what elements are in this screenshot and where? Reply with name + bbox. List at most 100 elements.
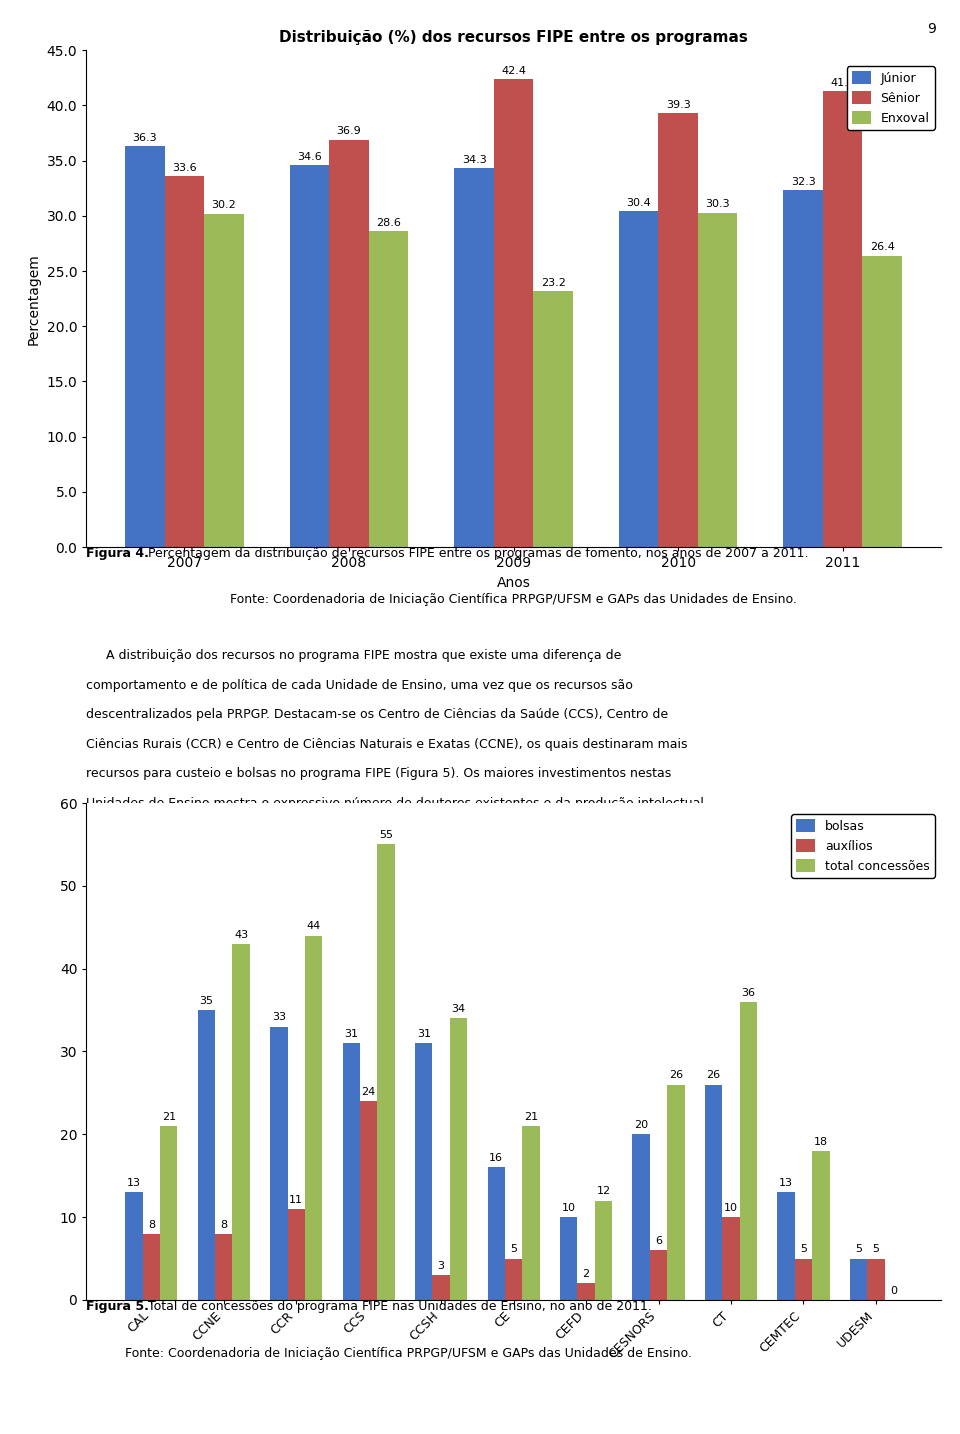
Bar (343, 1043, 360, 1299)
Bar (619, 211, 659, 546)
Bar (305, 935, 323, 1299)
Bar (125, 146, 165, 546)
Bar (705, 1084, 722, 1299)
Text: 5: 5 (855, 1245, 862, 1255)
Legend: Júnior, Sênior, Enxoval: Júnior, Sênior, Enxoval (847, 66, 934, 129)
Bar (270, 1027, 288, 1299)
Text: 11: 11 (289, 1195, 303, 1205)
Bar (369, 231, 408, 546)
Text: 3: 3 (438, 1260, 444, 1271)
Legend: bolsas, auxílios, total concessões: bolsas, auxílios, total concessões (791, 815, 934, 878)
Text: 36.9: 36.9 (337, 126, 361, 136)
Text: 6: 6 (655, 1236, 662, 1246)
Bar (812, 1152, 829, 1299)
Text: Figura 5.: Figura 5. (86, 1299, 149, 1314)
Text: favorecida pela maturidade da pós-graduação, cujos reflexos influem positivament: favorecida pela maturidade da pós-gradua… (86, 826, 664, 839)
Bar (698, 212, 737, 546)
Text: 8: 8 (220, 1219, 228, 1229)
Text: 44: 44 (306, 922, 321, 932)
Text: descentralizados pela PRPGP. Destacam-se os Centro de Ciências da Saúde (CCS), C: descentralizados pela PRPGP. Destacam-se… (86, 708, 668, 721)
Title: Distribuição (%) dos recursos FIPE entre os programas: Distribuição (%) dos recursos FIPE entre… (279, 30, 748, 44)
Bar (850, 1259, 867, 1299)
Bar (198, 1010, 215, 1299)
Text: A distribuição dos recursos no programa FIPE mostra que existe uma diferença de: A distribuição dos recursos no programa … (86, 650, 622, 663)
Text: comportamento e de política de cada Unidade de Ensino, uma vez que os recursos s: comportamento e de política de cada Unid… (86, 678, 634, 691)
Text: 16: 16 (490, 1153, 503, 1163)
Bar (823, 90, 862, 546)
Text: 26: 26 (707, 1070, 721, 1080)
Text: 33.6: 33.6 (172, 162, 197, 172)
Text: Total de concessões do programa FIPE nas Unidades de Ensino, no ano de 2011.: Total de concessões do programa FIPE nas… (145, 1299, 653, 1314)
Text: 30.2: 30.2 (211, 201, 236, 211)
Text: 36: 36 (741, 988, 756, 998)
Text: 13: 13 (127, 1179, 141, 1189)
Bar (488, 1167, 505, 1299)
Text: recursos para custeio e bolsas no programa FIPE (Figura 5). Os maiores investime: recursos para custeio e bolsas no progra… (86, 767, 672, 780)
Text: 28.6: 28.6 (376, 218, 401, 228)
Bar (125, 1192, 143, 1299)
Bar (204, 214, 244, 546)
Text: 5: 5 (800, 1245, 807, 1255)
Bar (493, 79, 534, 546)
Bar (722, 1217, 739, 1299)
Text: 18: 18 (814, 1137, 828, 1147)
Bar (415, 1043, 432, 1299)
Bar (290, 165, 329, 546)
Bar (595, 1200, 612, 1299)
Text: 32.3: 32.3 (791, 178, 816, 186)
Bar (650, 1250, 667, 1299)
Text: 2: 2 (583, 1269, 589, 1279)
Text: Unidades de Ensino mostra o expressivo número de doutores existentes e da produç: Unidades de Ensino mostra o expressivo n… (86, 797, 708, 810)
Bar (534, 291, 573, 546)
Text: 34: 34 (451, 1004, 466, 1014)
Text: 26: 26 (669, 1070, 683, 1080)
Bar (160, 1126, 178, 1299)
Text: 30.4: 30.4 (626, 198, 651, 208)
Text: 5: 5 (510, 1245, 517, 1255)
Bar (783, 191, 823, 546)
Text: 12: 12 (596, 1186, 611, 1196)
Bar (454, 168, 493, 546)
Text: 21: 21 (161, 1111, 176, 1121)
Text: 39.3: 39.3 (666, 100, 690, 110)
Bar (143, 1233, 160, 1299)
Text: 43: 43 (234, 929, 249, 939)
Text: 33: 33 (272, 1012, 286, 1022)
Text: 31: 31 (417, 1030, 431, 1040)
Bar (360, 1101, 377, 1299)
Text: 41.3: 41.3 (830, 77, 855, 87)
Text: 10: 10 (724, 1203, 738, 1213)
Y-axis label: Percentagem: Percentagem (27, 252, 41, 344)
Text: 42.4: 42.4 (501, 66, 526, 76)
Text: 26.4: 26.4 (870, 242, 895, 252)
Bar (778, 1192, 795, 1299)
Bar (667, 1084, 684, 1299)
Bar (432, 1275, 450, 1299)
Text: 55: 55 (379, 830, 393, 840)
Text: 35: 35 (200, 997, 213, 1005)
Text: Figura 4.: Figura 4. (86, 546, 149, 561)
Text: Fonte: Coordenadoria de Iniciação Científica PRPGP/UFSM e GAPs das Unidades de E: Fonte: Coordenadoria de Iniciação Cientí… (230, 594, 797, 607)
Text: 0: 0 (890, 1286, 897, 1296)
Text: 34.3: 34.3 (462, 155, 487, 165)
Bar (165, 176, 204, 546)
Text: 24: 24 (362, 1087, 375, 1097)
Text: 31: 31 (345, 1030, 358, 1040)
Bar (288, 1209, 305, 1299)
Bar (450, 1018, 468, 1299)
Bar (659, 113, 698, 546)
Text: 10: 10 (562, 1203, 576, 1213)
Text: 8: 8 (148, 1219, 155, 1229)
Bar (739, 1002, 757, 1299)
Bar (377, 845, 395, 1299)
Text: 13: 13 (779, 1179, 793, 1189)
Text: 9: 9 (927, 22, 936, 36)
Text: 5: 5 (873, 1245, 879, 1255)
Text: 23.2: 23.2 (540, 278, 565, 288)
Bar (560, 1217, 577, 1299)
Bar (867, 1259, 884, 1299)
Bar (505, 1259, 522, 1299)
Text: 20: 20 (634, 1120, 648, 1130)
Text: Percentagem da distribuição de recursos FIPE entre os programas de fomento, nos : Percentagem da distribuição de recursos … (145, 546, 809, 561)
Text: 30.3: 30.3 (706, 199, 730, 209)
